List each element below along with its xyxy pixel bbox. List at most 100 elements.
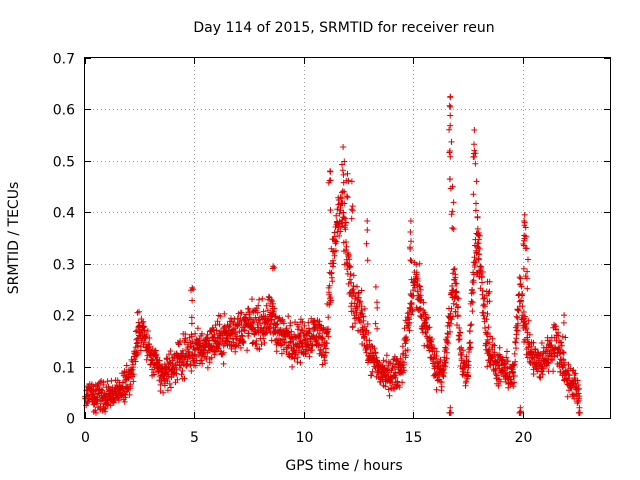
data-point bbox=[561, 359, 568, 366]
data-point bbox=[288, 328, 295, 335]
x-tick-label: 0 bbox=[81, 430, 90, 446]
data-point bbox=[174, 376, 181, 383]
data-point bbox=[539, 371, 546, 378]
data-point bbox=[296, 333, 303, 340]
data-point bbox=[513, 335, 520, 342]
data-point bbox=[336, 232, 343, 239]
data-point bbox=[565, 361, 572, 368]
data-point bbox=[445, 340, 452, 347]
data-point bbox=[472, 207, 479, 214]
data-point bbox=[553, 326, 559, 333]
data-point bbox=[474, 213, 481, 220]
data-point bbox=[452, 308, 459, 315]
data-point bbox=[134, 351, 141, 358]
data-point bbox=[469, 299, 476, 306]
data-point bbox=[348, 215, 355, 222]
data-point bbox=[472, 160, 479, 167]
data-point bbox=[518, 298, 524, 305]
data-point bbox=[558, 339, 565, 346]
data-point bbox=[342, 226, 349, 233]
data-point bbox=[258, 341, 265, 348]
data-point bbox=[484, 330, 491, 336]
data-point bbox=[212, 322, 219, 329]
data-point bbox=[526, 331, 533, 338]
data-point bbox=[470, 191, 477, 198]
data-point bbox=[447, 404, 454, 411]
data-point bbox=[404, 336, 410, 343]
data-point bbox=[514, 327, 521, 334]
data-point bbox=[537, 374, 544, 381]
data-point bbox=[273, 348, 280, 355]
data-point bbox=[566, 372, 573, 379]
data-point bbox=[340, 144, 347, 150]
data-point bbox=[194, 325, 201, 332]
x-tick-label: 10 bbox=[296, 430, 314, 446]
data-point bbox=[386, 392, 393, 399]
data-point bbox=[452, 274, 459, 281]
data-point bbox=[446, 176, 453, 182]
data-point bbox=[270, 300, 276, 307]
data-point bbox=[406, 319, 413, 326]
data-point bbox=[271, 264, 278, 271]
data-point bbox=[447, 320, 454, 327]
data-point bbox=[358, 287, 365, 294]
data-point bbox=[165, 373, 172, 380]
data-point bbox=[339, 188, 346, 195]
data-point bbox=[496, 344, 503, 351]
data-point bbox=[325, 314, 332, 321]
data-point bbox=[405, 315, 412, 322]
data-point bbox=[380, 357, 387, 364]
data-point bbox=[497, 378, 504, 385]
data-point bbox=[424, 343, 431, 350]
data-point bbox=[524, 285, 531, 292]
data-point bbox=[213, 327, 220, 334]
data-point bbox=[526, 358, 533, 365]
data-point bbox=[474, 225, 481, 232]
data-point bbox=[237, 344, 244, 351]
data-point bbox=[294, 354, 301, 361]
data-point bbox=[452, 280, 459, 287]
data-point bbox=[322, 360, 329, 367]
data-point bbox=[341, 188, 348, 195]
data-point bbox=[449, 208, 456, 215]
data-point bbox=[160, 389, 167, 396]
data-point bbox=[483, 292, 490, 299]
data-point bbox=[316, 318, 323, 325]
data-point bbox=[495, 382, 502, 389]
data-point bbox=[408, 258, 415, 265]
data-point bbox=[550, 368, 557, 375]
data-point bbox=[152, 347, 159, 354]
data-point bbox=[342, 215, 349, 222]
data-point bbox=[559, 349, 566, 355]
data-point bbox=[486, 339, 492, 346]
data-point bbox=[265, 293, 272, 300]
data-point bbox=[359, 310, 366, 317]
data-point bbox=[448, 211, 455, 218]
data-point bbox=[361, 323, 368, 330]
data-point bbox=[146, 335, 153, 341]
data-point bbox=[363, 240, 370, 247]
data-point bbox=[238, 309, 245, 316]
data-point bbox=[217, 313, 224, 320]
data-point bbox=[325, 326, 332, 332]
data-point bbox=[475, 255, 482, 262]
data-point bbox=[471, 141, 477, 148]
data-point bbox=[221, 310, 228, 317]
data-point bbox=[327, 297, 334, 304]
data-point bbox=[442, 359, 449, 366]
y-tick-label: 0.5 bbox=[53, 155, 75, 171]
data-point bbox=[449, 283, 456, 289]
data-point bbox=[514, 306, 521, 313]
data-point bbox=[522, 273, 529, 280]
data-point bbox=[422, 319, 429, 326]
data-point bbox=[560, 350, 567, 356]
data-point bbox=[456, 346, 463, 352]
data-point bbox=[278, 350, 285, 357]
data-point bbox=[530, 339, 537, 346]
data-point bbox=[192, 362, 199, 369]
data-point bbox=[383, 352, 390, 359]
data-point bbox=[397, 355, 404, 362]
data-point bbox=[448, 138, 455, 145]
data-point bbox=[256, 345, 263, 352]
data-point bbox=[441, 369, 447, 376]
